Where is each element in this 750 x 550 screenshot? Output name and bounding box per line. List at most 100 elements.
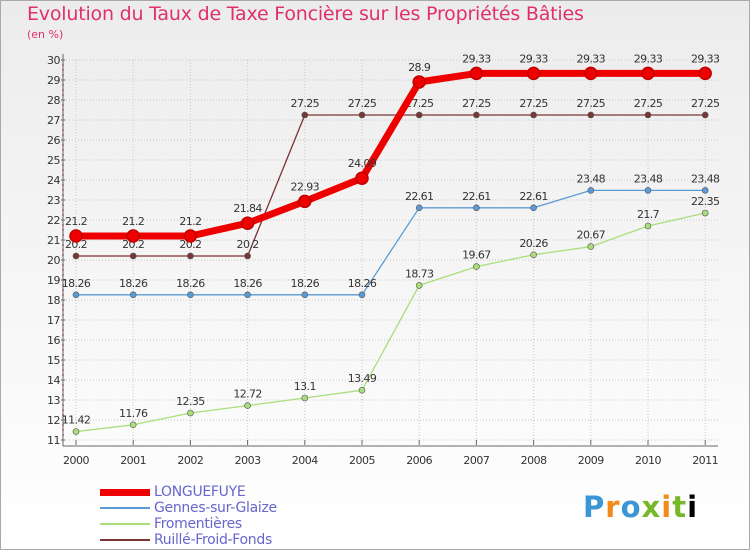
- data-label-gennes: 18.26: [233, 277, 262, 290]
- y-tick-label: 25: [47, 154, 60, 167]
- data-point-longuefuye: [526, 66, 541, 81]
- data-label-longuefuye: 28.9: [408, 61, 431, 74]
- data-point-ruille: [129, 252, 137, 260]
- x-tick-label: 2000: [63, 454, 89, 467]
- data-point-gennes: [129, 291, 137, 299]
- data-label-fromentieres: 19.67: [462, 249, 491, 262]
- data-point-gennes: [587, 187, 595, 194]
- data-label-ruille: 27.25: [519, 97, 548, 110]
- data-label-longuefuye: 21.2: [65, 215, 87, 228]
- data-label-fromentieres: 12.35: [176, 395, 205, 408]
- legend-label: Ruillé-Froid-Fonds: [154, 532, 272, 548]
- data-label-gennes: 18.26: [119, 277, 148, 290]
- data-point-longuefuye: [698, 66, 712, 81]
- data-point-gennes: [187, 291, 194, 299]
- data-point-fromentieres: [358, 386, 366, 394]
- data-point-ruille: [244, 252, 251, 260]
- data-label-ruille: 27.25: [634, 97, 663, 110]
- data-point-fromentieres: [301, 394, 309, 402]
- data-label-fromentieres: 11.76: [119, 407, 148, 420]
- data-point-ruille: [358, 111, 366, 119]
- data-point-fromentieres: [415, 282, 423, 289]
- data-point-gennes: [415, 204, 423, 212]
- data-label-gennes: 22.61: [405, 190, 434, 203]
- data-point-fromentieres: [530, 251, 537, 259]
- data-point-longuefuye: [126, 229, 140, 243]
- y-tick-label: 19: [47, 274, 60, 287]
- data-point-gennes: [301, 291, 309, 299]
- y-tick-label: 11: [47, 434, 60, 447]
- data-label-fromentieres: 20.26: [519, 237, 548, 250]
- logo-letter: i: [687, 490, 699, 524]
- data-label-longuefuye: 29.33: [577, 52, 606, 65]
- x-tick-label: 2003: [235, 454, 261, 467]
- chart-title: Evolution du Taux de Taxe Foncière sur l…: [27, 3, 584, 25]
- y-tick-label: 26: [47, 134, 60, 147]
- y-tick-label: 29: [47, 74, 60, 87]
- y-tick-label: 14: [47, 374, 60, 387]
- data-point-gennes: [244, 291, 251, 299]
- y-tick-label: 20: [47, 254, 60, 267]
- data-label-ruille: 20.2: [65, 238, 87, 251]
- series-line-ruille: [75, 114, 706, 257]
- data-label-fromentieres: 20.67: [577, 229, 606, 242]
- y-tick-label: 16: [47, 334, 60, 347]
- logo-letter: x: [641, 490, 662, 524]
- x-tick-label: 2009: [578, 454, 604, 467]
- data-label-ruille: 27.25: [577, 97, 606, 110]
- data-point-ruille: [301, 111, 309, 119]
- data-label-fromentieres: 13.49: [348, 372, 377, 385]
- data-point-fromentieres: [701, 209, 709, 217]
- legend-label: Fromentières: [154, 516, 242, 532]
- y-tick-label: 12: [47, 414, 60, 427]
- data-label-longuefuye: 21.84: [233, 202, 262, 215]
- data-point-fromentieres: [187, 409, 194, 417]
- data-point-ruille: [473, 111, 480, 119]
- data-point-longuefuye: [584, 66, 598, 81]
- y-tick-label: 23: [47, 194, 60, 207]
- data-point-longuefuye: [240, 216, 255, 230]
- data-label-gennes: 23.48: [634, 172, 663, 185]
- y-tick-label: 27: [47, 114, 60, 127]
- x-tick-label: 2006: [406, 454, 432, 467]
- data-label-gennes: 18.26: [348, 277, 377, 290]
- series-line-gennes: [75, 189, 706, 296]
- chart-unit-label: (en %): [27, 28, 64, 41]
- data-point-ruille: [644, 111, 652, 119]
- data-label-gennes: 18.26: [176, 277, 205, 290]
- series-line-longuefuye: [72, 69, 709, 240]
- data-point-longuefuye: [298, 194, 312, 209]
- data-point-longuefuye: [183, 229, 198, 243]
- logo-letter: r: [605, 490, 621, 524]
- legend-label: Gennes-sur-Glaize: [154, 500, 277, 516]
- y-tick-label: 13: [47, 394, 60, 407]
- data-point-gennes: [358, 291, 366, 299]
- data-label-longuefuye: 21.2: [122, 215, 144, 228]
- x-tick-label: 2010: [635, 454, 661, 467]
- data-point-ruille: [187, 252, 194, 260]
- data-label-fromentieres: 13.1: [294, 380, 316, 393]
- data-label-ruille: 20.2: [179, 238, 201, 251]
- data-point-fromentieres: [72, 428, 80, 435]
- data-label-ruille: 27.25: [348, 97, 377, 110]
- y-tick-label: 17: [47, 314, 60, 327]
- data-point-gennes: [644, 187, 652, 194]
- data-label-longuefuye: 29.33: [691, 52, 720, 65]
- data-label-gennes: 18.26: [62, 277, 91, 290]
- data-point-ruille: [701, 111, 709, 119]
- data-label-gennes: 22.61: [462, 190, 491, 203]
- data-point-longuefuye: [641, 66, 655, 81]
- data-point-longuefuye: [469, 66, 484, 81]
- data-label-longuefuye: 29.33: [634, 52, 663, 65]
- x-tick-label: 2002: [177, 454, 203, 467]
- data-point-ruille: [72, 252, 80, 260]
- data-point-fromentieres: [587, 243, 595, 250]
- data-label-gennes: 22.61: [519, 190, 548, 203]
- y-tick-label: 24: [47, 174, 60, 187]
- y-tick-label: 15: [47, 354, 60, 367]
- data-label-ruille: 20.2: [122, 238, 144, 251]
- data-label-ruille: 27.25: [691, 97, 720, 110]
- data-label-fromentieres: 21.7: [637, 208, 660, 221]
- x-tick-label: 2005: [349, 454, 375, 467]
- data-point-ruille: [587, 111, 595, 119]
